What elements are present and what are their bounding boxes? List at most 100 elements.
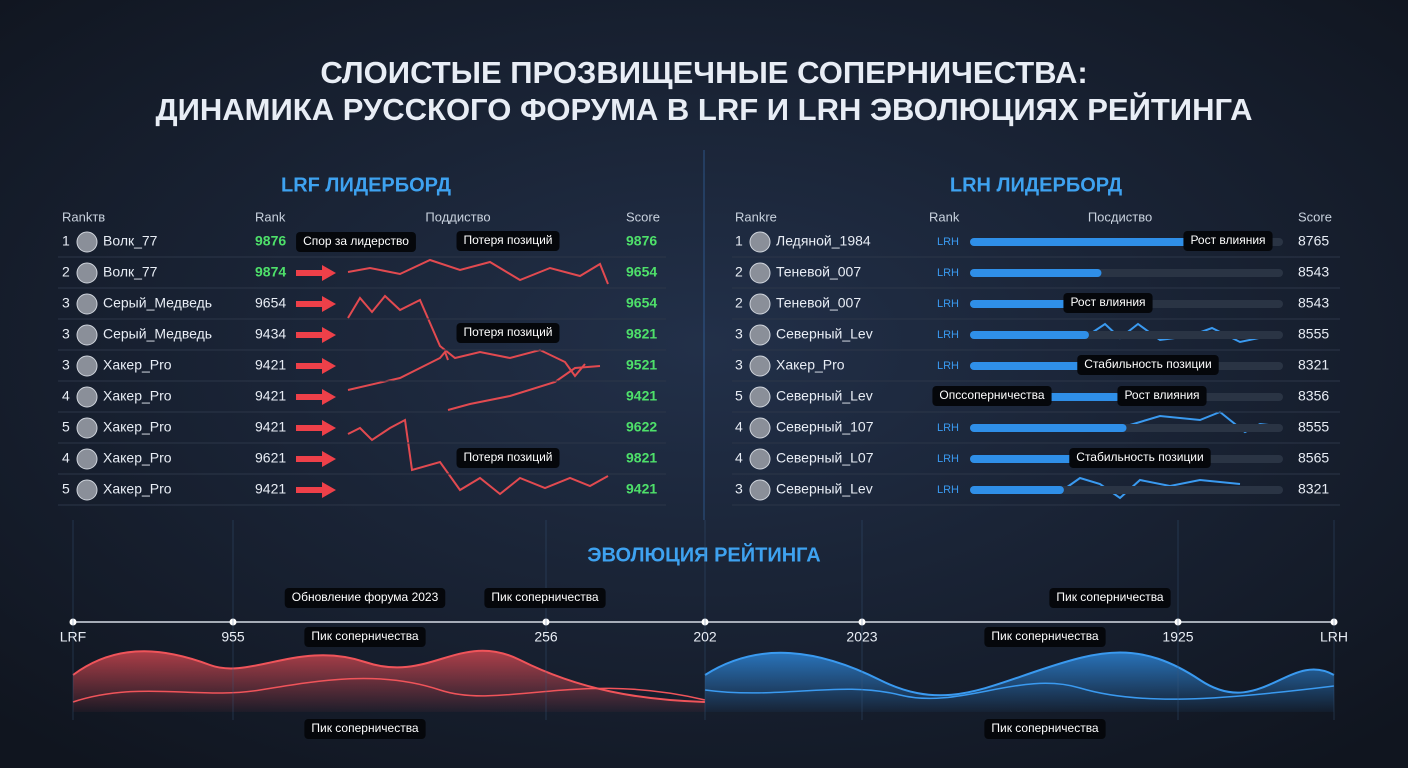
tag: LRH [937, 298, 959, 310]
annotation-text: Спор за лидерство [303, 234, 409, 248]
annotation: Потеря позиций [456, 231, 560, 251]
annotation-box [984, 627, 1106, 647]
rank: 5 [62, 419, 70, 435]
score: 9421 [626, 481, 657, 497]
section-title: LRH ЛИДЕРБОРД [950, 174, 1122, 196]
axis-label: LRH [1320, 629, 1348, 645]
rank: 2 [62, 264, 70, 280]
player-name: Хакер_Pro [103, 481, 172, 497]
player-name: Волк_77 [103, 233, 158, 249]
column-header: Rankтв [62, 209, 105, 224]
annotation-text: Пик соперничества [991, 721, 1099, 735]
section-title: ЭВОЛЮЦИЯ РЕЙТИНГА [587, 542, 820, 566]
annotation-box [932, 386, 1052, 406]
section-title: LRF ЛИДЕРБОРД [281, 174, 451, 196]
score: 8555 [1298, 326, 1329, 342]
axis-label: 2023 [846, 629, 877, 645]
annotation-text: Потеря позиций [464, 233, 553, 247]
avatar [76, 324, 98, 346]
score: 9821 [626, 326, 657, 342]
annotation-box [1117, 386, 1207, 406]
score: 8543 [1298, 295, 1329, 311]
axis-label: 955 [221, 629, 245, 645]
player-name: Теневой_007 [776, 295, 861, 311]
bar [970, 300, 1071, 308]
annotation: Пик соперничества [304, 627, 426, 647]
rank: 2 [735, 295, 743, 311]
avatar [76, 262, 98, 284]
score: 9421 [626, 388, 657, 404]
tag: LRH [937, 329, 959, 341]
score: 8765 [1298, 233, 1329, 249]
rank: 4 [62, 450, 70, 466]
bar [970, 331, 1089, 339]
rank: 5 [735, 388, 743, 404]
player-name: Хакер_Pro [103, 419, 172, 435]
column-header: Score [626, 209, 660, 224]
avatar [76, 293, 98, 315]
annotation-text: Пик соперничества [1056, 590, 1164, 604]
tag: LRH [937, 267, 959, 279]
annotation-box [1183, 231, 1273, 251]
score: 9654 [626, 264, 657, 280]
arrow [296, 327, 336, 343]
axis-dot [858, 618, 866, 626]
avatar [749, 231, 771, 253]
annotation: Пик соперничества [1049, 588, 1171, 608]
player-name: Серый_Медведь [103, 326, 212, 342]
annotation-box [456, 231, 560, 251]
bar [970, 269, 1102, 277]
player-name: Северный_107 [776, 419, 874, 435]
axis-label: LRF [60, 629, 86, 645]
player-name: Теневой_007 [776, 264, 861, 280]
rank: 3 [735, 481, 743, 497]
arrow [296, 420, 336, 436]
bar [970, 424, 1127, 432]
score: 9521 [626, 357, 657, 373]
annotation: Потеря позиций [456, 448, 560, 468]
score: 8321 [1298, 357, 1329, 373]
arrow [296, 296, 336, 312]
player-name: Северный_L07 [776, 450, 874, 466]
rank: 4 [735, 450, 743, 466]
avatar [749, 324, 771, 346]
column-header: Rank [255, 209, 286, 224]
rating: 9874 [255, 264, 286, 280]
annotation: Потеря позиций [456, 323, 560, 343]
score: 9654 [626, 295, 657, 311]
rating: 9421 [255, 388, 286, 404]
bar [970, 455, 1074, 463]
column-header: Score [1298, 209, 1332, 224]
column-header: Rankre [735, 209, 777, 224]
rating: 9621 [255, 450, 286, 466]
avatar [749, 355, 771, 377]
player-name: Хакер_Pro [776, 357, 845, 373]
annotation-text: Рост влияния [1190, 233, 1265, 247]
player-name: Северный_Lev [776, 388, 873, 404]
annotation: Стабильность позиции [1077, 355, 1219, 375]
score: 9876 [626, 233, 657, 249]
avatar [76, 448, 98, 470]
column-header: Посдиство [1088, 209, 1152, 224]
player-name: Хакер_Pro [103, 450, 172, 466]
rank: 5 [62, 481, 70, 497]
annotation-box [284, 588, 446, 608]
avatar [76, 417, 98, 439]
annotation: Пик соперничества [984, 719, 1106, 739]
tag: LRH [937, 484, 959, 496]
avatar [76, 386, 98, 408]
tag: LRH [937, 422, 959, 434]
score: 9821 [626, 450, 657, 466]
axis-label: 202 [693, 629, 717, 645]
axis-dot [69, 618, 77, 626]
annotation-text: Опссоперничества [939, 388, 1044, 402]
rank: 3 [62, 295, 70, 311]
axis-dot [1174, 618, 1182, 626]
title-line: ДИНАМИКА РУССКОГО ФОРУМА В LRF И LRH ЭВО… [156, 91, 1253, 127]
annotation-text: Потеря позиций [464, 450, 553, 464]
avatar [76, 355, 98, 377]
axis-dot [701, 618, 709, 626]
score: 8555 [1298, 419, 1329, 435]
rank: 3 [62, 357, 70, 373]
